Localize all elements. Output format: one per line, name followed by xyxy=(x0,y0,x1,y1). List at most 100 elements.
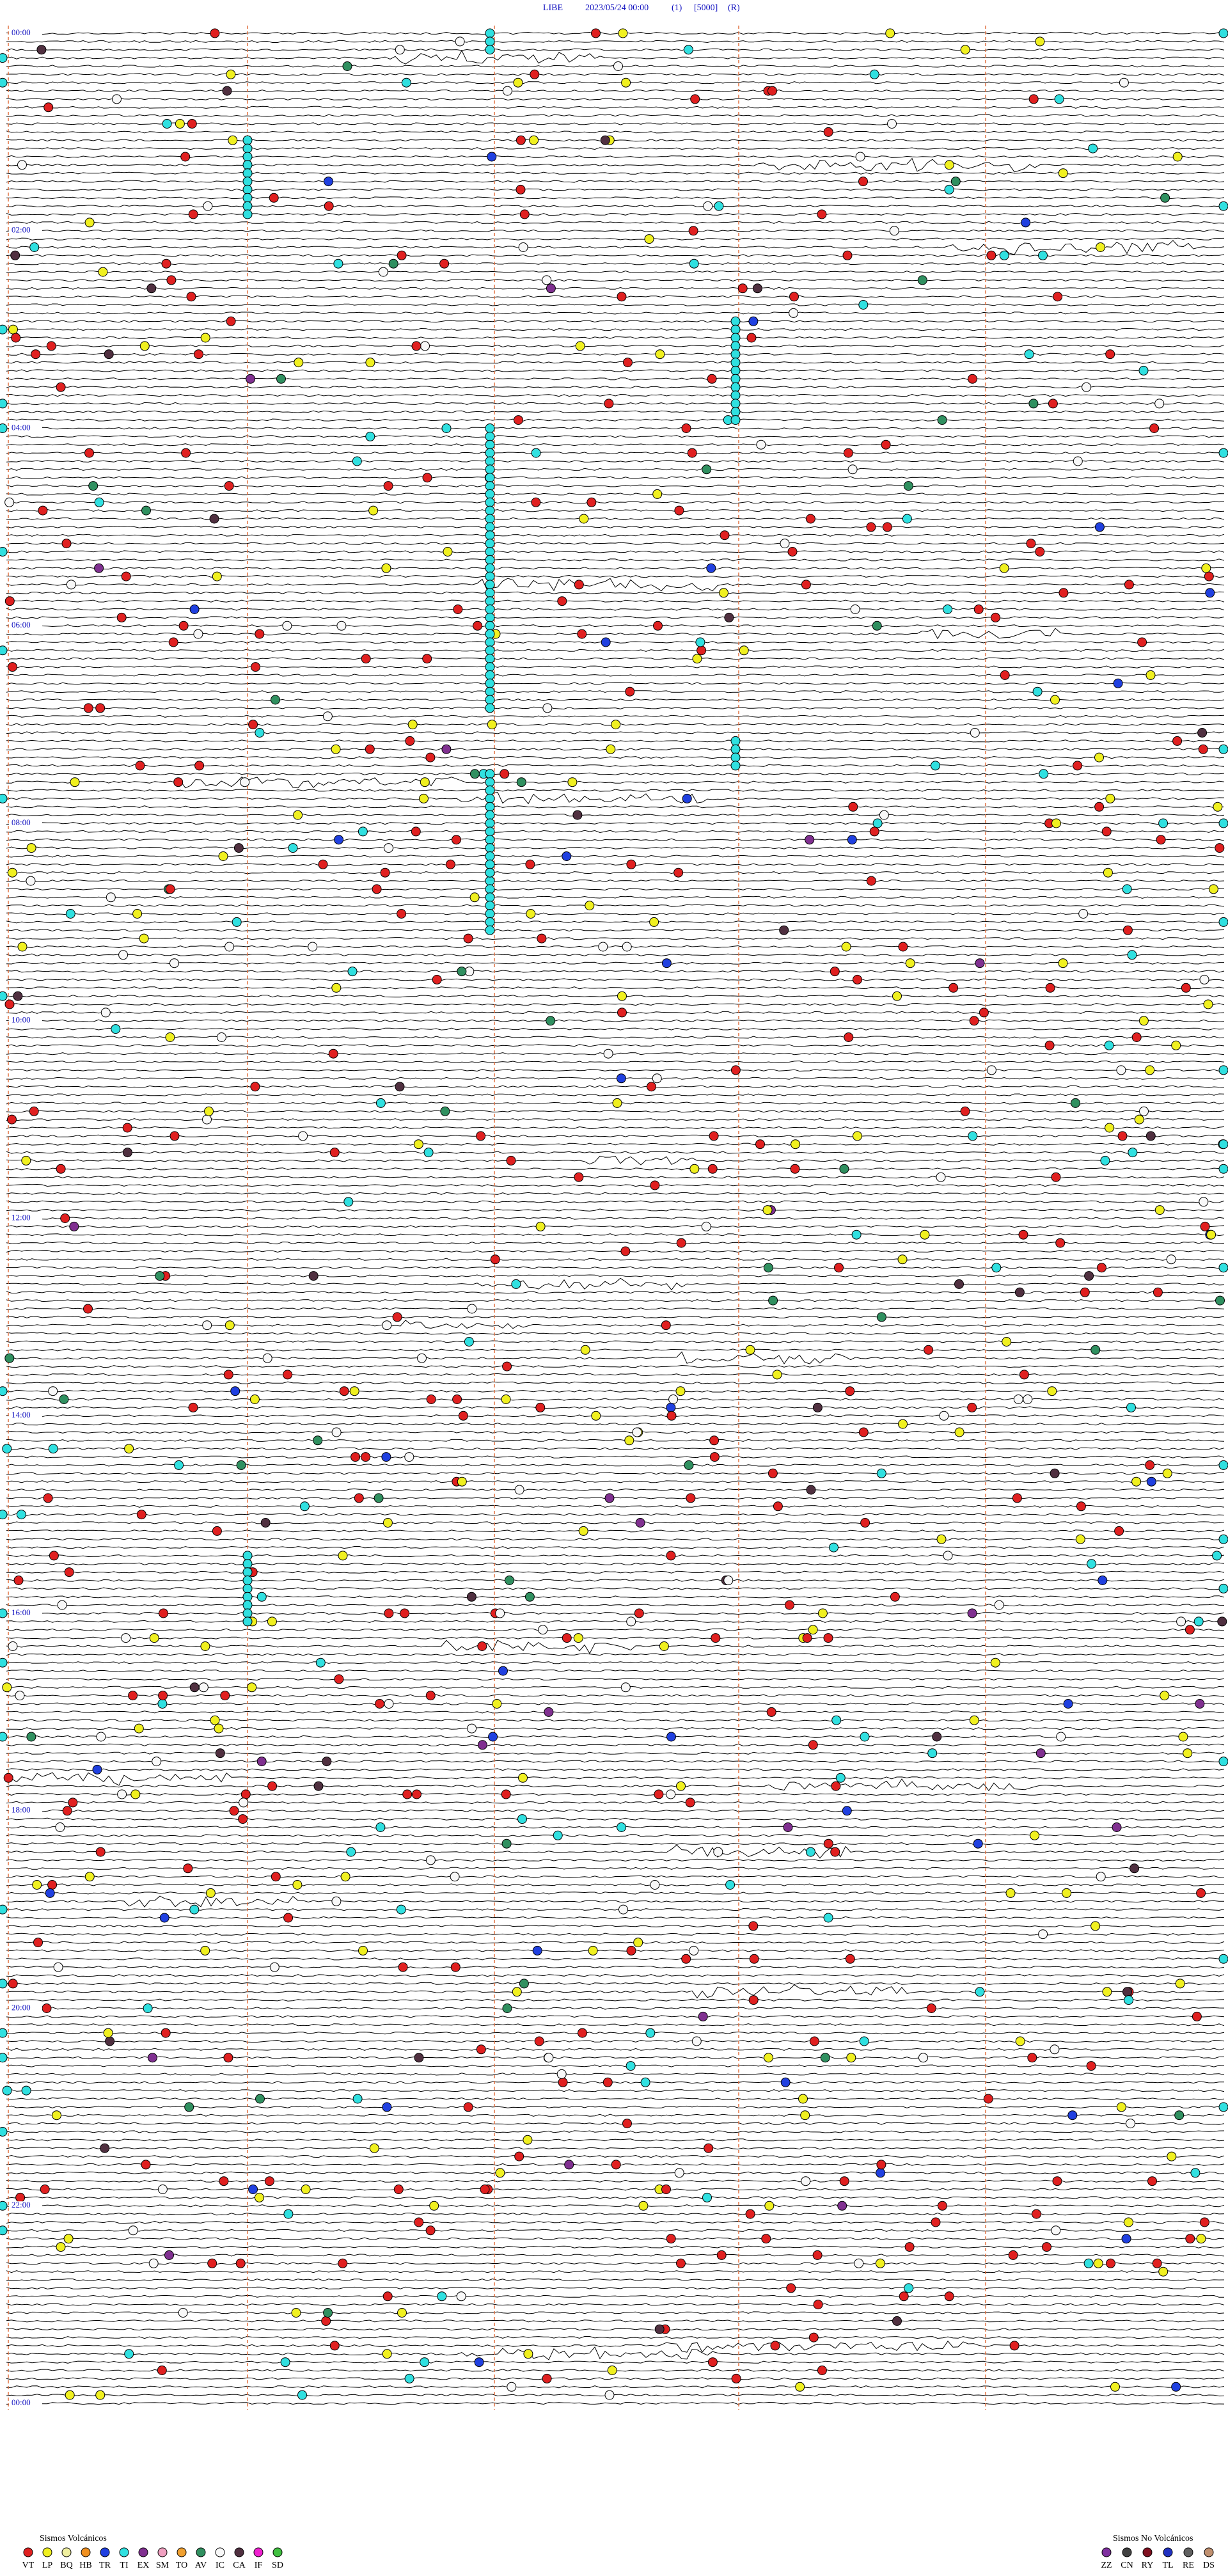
event-marker xyxy=(617,991,627,1001)
event-marker xyxy=(1028,94,1039,104)
trace xyxy=(6,830,1225,834)
event-marker xyxy=(579,514,589,524)
event-marker xyxy=(485,423,495,433)
event-marker xyxy=(960,45,970,55)
hour-label: 18:00 xyxy=(12,1805,31,1815)
event-marker xyxy=(1105,793,1115,803)
legend-marker xyxy=(23,2547,33,2557)
event-marker xyxy=(294,358,304,368)
event-marker xyxy=(0,1510,8,1520)
trace xyxy=(6,1192,1225,1196)
trace xyxy=(6,410,1225,413)
events xyxy=(0,28,1228,2400)
event-marker xyxy=(513,77,523,88)
trace xyxy=(6,221,1225,225)
event-marker xyxy=(210,1715,220,1725)
event-marker xyxy=(904,2242,915,2252)
event-marker xyxy=(1026,539,1036,549)
mode: (R) xyxy=(728,3,740,13)
event-marker xyxy=(485,489,495,499)
event-marker xyxy=(502,2003,512,2013)
event-marker xyxy=(1149,423,1160,433)
event-marker xyxy=(1181,983,1191,993)
trace xyxy=(6,2147,1225,2150)
event-marker xyxy=(1013,1395,1023,1404)
event-marker xyxy=(1158,818,1169,828)
event-marker xyxy=(242,193,253,203)
event-marker xyxy=(380,867,390,878)
event-marker xyxy=(464,1337,474,1347)
event-marker xyxy=(850,604,860,614)
event-marker xyxy=(505,1576,514,1585)
event-marker xyxy=(7,867,17,878)
trace xyxy=(6,1364,1225,1368)
trace xyxy=(6,49,1225,65)
event-marker xyxy=(322,1757,332,1767)
event-marker xyxy=(632,1427,642,1437)
event-marker xyxy=(1062,1888,1072,1898)
event-marker xyxy=(49,1551,59,1561)
event-marker xyxy=(768,1295,778,1306)
event-marker xyxy=(586,497,597,507)
legend-label: IC xyxy=(216,2561,224,2570)
trace xyxy=(6,921,1225,924)
event-marker xyxy=(709,1435,720,1446)
event-marker xyxy=(936,1172,946,1182)
event-marker xyxy=(1137,637,1147,647)
event-marker xyxy=(1153,1287,1163,1297)
event-marker xyxy=(897,1254,908,1265)
legend-label: CN xyxy=(1121,2561,1133,2570)
event-marker xyxy=(212,1526,222,1536)
event-marker xyxy=(159,1913,169,1923)
trace xyxy=(6,1916,1225,1920)
event-marker xyxy=(1166,1254,1176,1265)
event-marker xyxy=(1172,152,1183,162)
trace xyxy=(6,484,1225,487)
event-marker xyxy=(1206,1229,1216,1240)
event-marker xyxy=(979,1007,989,1018)
event-marker xyxy=(1112,1822,1122,1832)
trace xyxy=(6,1984,1225,1999)
event-marker xyxy=(175,119,185,129)
event-marker xyxy=(519,209,530,219)
label-bg xyxy=(9,1213,42,1223)
trace xyxy=(6,1772,1225,1786)
event-marker xyxy=(1124,2217,1133,2227)
trace xyxy=(6,1044,1225,1047)
event-marker xyxy=(737,283,748,294)
trace xyxy=(6,2007,1225,2010)
event-marker xyxy=(936,1534,947,1544)
event-marker xyxy=(200,1945,210,1956)
event-marker xyxy=(204,1106,214,1116)
trace xyxy=(6,188,1225,191)
event-marker xyxy=(730,399,741,409)
event-marker xyxy=(682,793,692,803)
event-marker xyxy=(485,876,495,886)
trace xyxy=(6,657,1225,660)
event-marker xyxy=(65,2390,75,2400)
event-marker xyxy=(474,2357,484,2367)
event-marker xyxy=(591,28,601,38)
event-marker xyxy=(1154,1205,1165,1215)
event-marker xyxy=(562,851,572,861)
event-marker xyxy=(382,1518,393,1528)
event-marker xyxy=(654,2324,665,2334)
event-marker xyxy=(485,793,495,803)
event-marker xyxy=(1063,1699,1073,1709)
trace xyxy=(6,542,1225,545)
event-marker xyxy=(634,1608,644,1618)
trace xyxy=(6,386,1225,389)
event-marker xyxy=(3,1773,13,1783)
trace xyxy=(6,2319,1225,2323)
trace xyxy=(6,1604,1225,1607)
trace xyxy=(6,1686,1225,1689)
event-marker xyxy=(1050,695,1060,705)
hour-label: 10:00 xyxy=(12,1015,31,1025)
event-marker xyxy=(469,892,480,903)
trace xyxy=(6,1735,1225,1739)
event-marker xyxy=(485,769,495,779)
event-marker xyxy=(452,835,461,845)
event-marker xyxy=(485,580,495,590)
event-marker xyxy=(329,2341,340,2351)
event-marker xyxy=(1185,2234,1195,2244)
